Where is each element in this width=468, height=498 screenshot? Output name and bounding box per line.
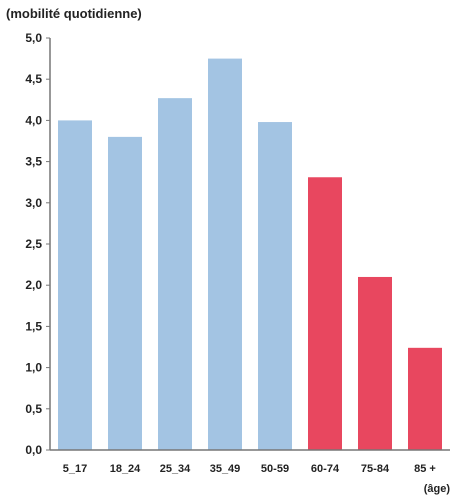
x-axis-label: (âge) <box>424 483 451 495</box>
y-tick-label: 4,5 <box>25 72 42 86</box>
x-tick-label: 35_49 <box>210 463 241 475</box>
bar-85 <box>408 347 442 450</box>
x-tick-labels: 5_17 18_24 25_34 35_49 50-59 60-74 75-84 85 + <box>63 463 436 475</box>
y-tick-labels: 0,0 0,5 1,0 1,5 2,0 2,5 3,0 3,5 4,0 4,5 5,0 <box>25 31 42 457</box>
y-tick-label: 5,0 <box>25 31 42 45</box>
x-tick-label: 85 + <box>414 463 436 475</box>
y-tick-label: 0,0 <box>25 443 42 457</box>
bar-35-49 <box>208 58 242 450</box>
y-tick-label: 1,0 <box>25 361 42 375</box>
x-tick-label: 25_34 <box>160 463 191 475</box>
y-tick-label: 3,0 <box>25 196 42 210</box>
x-tick-label: 60-74 <box>311 463 340 475</box>
y-tick-label: 2,0 <box>25 278 42 292</box>
y-tick-label: 3,5 <box>25 155 42 169</box>
bar-75-84 <box>358 276 392 450</box>
bar-25-34 <box>158 98 192 450</box>
x-tick-label: 5_17 <box>63 463 87 475</box>
x-tick-label: 75-84 <box>361 463 390 475</box>
x-tick-label: 50-59 <box>261 463 289 475</box>
bar-50-59 <box>258 122 292 450</box>
y-tick-label: 2,5 <box>25 237 42 251</box>
bar-5-17 <box>58 120 92 451</box>
y-tick-label: 4,0 <box>25 113 42 127</box>
bars <box>58 58 442 451</box>
bar-60-74 <box>308 177 342 451</box>
x-tick-label: 18_24 <box>110 463 141 475</box>
y-axis-label: (mobilité quotidienne) <box>6 6 142 21</box>
bar-18-24 <box>108 136 142 450</box>
y-tick-label: 1,5 <box>25 319 42 333</box>
y-tick-label: 0,5 <box>25 402 42 416</box>
